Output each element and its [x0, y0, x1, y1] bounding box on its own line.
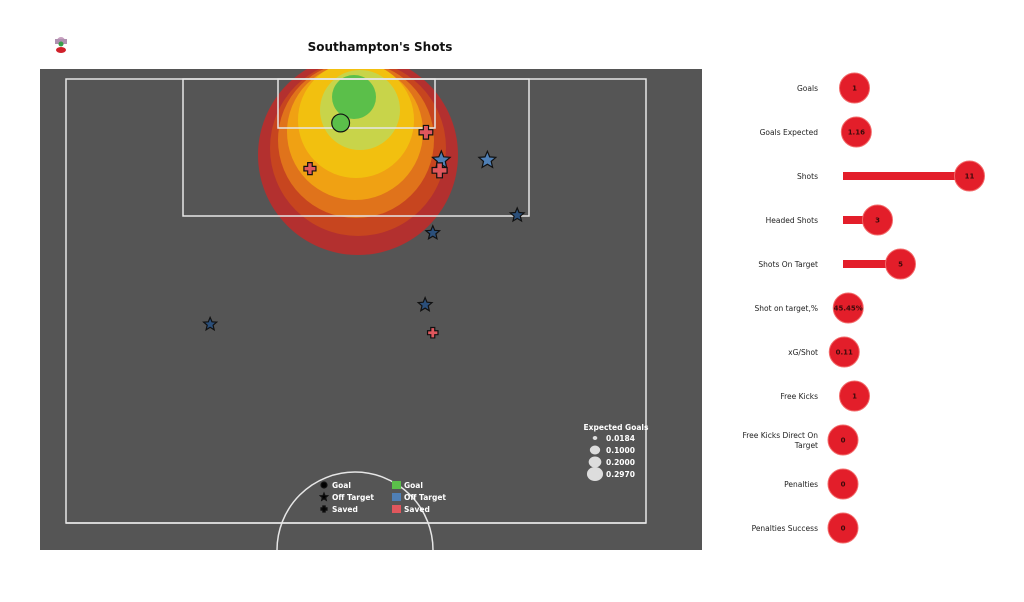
stat-label: Headed Shots [766, 216, 818, 225]
size-legend-label: 0.2970 [606, 470, 635, 479]
stat-value: 11 [965, 173, 975, 181]
shape-legend-label: Off Target [332, 493, 374, 502]
shot-saved [303, 162, 317, 176]
color-legend-label: Goal [404, 481, 423, 490]
stat-value-circle [828, 336, 860, 368]
size-legend-marker [588, 456, 602, 468]
legend-circle-icon [320, 481, 328, 489]
stat-label: Free Kicks [780, 392, 818, 401]
centre-circle [276, 471, 434, 551]
stat-value-circle [832, 292, 864, 324]
stat-label: Penalties Success [752, 524, 819, 533]
stat-row: Penalties Success 0 [752, 512, 859, 544]
shot-off-target [477, 149, 498, 169]
size-legend-title: Expected Goals [584, 423, 649, 432]
stat-row: Goals 1 [797, 72, 870, 104]
color-legend-label: Saved [404, 505, 430, 514]
stat-value-circle [840, 116, 872, 148]
color-legend-label: Off Target [404, 493, 446, 502]
chart-title: Southampton's Shots [308, 40, 453, 54]
stat-row: Free Kicks 1 [780, 380, 870, 412]
shot-off-target [424, 224, 442, 241]
shot-saved [431, 162, 448, 179]
stat-row: Shot on target,% 45.45% [755, 292, 864, 324]
six-yard-box [277, 78, 436, 129]
color-legend-swatch [392, 493, 401, 501]
stat-label: Shots On Target [758, 260, 818, 269]
stat-value: 0.11 [836, 349, 853, 357]
shape-legend-label: Saved [332, 505, 358, 514]
stat-row: Shots On Target 5 [758, 248, 916, 280]
stat-label: Target [794, 441, 818, 450]
stat-row: Shots 11 [797, 160, 985, 192]
shot-off-target [202, 315, 219, 332]
stat-value-circle [954, 160, 985, 192]
stat-row: Penalties 0 [784, 468, 859, 500]
stat-value: 45.45% [834, 305, 863, 313]
stat-value-circle [862, 204, 893, 236]
stat-value-circle [885, 248, 916, 280]
stat-row: Goals Expected 1.16 [760, 116, 872, 148]
stat-bar [843, 172, 970, 180]
stat-label: xG/Shot [788, 348, 818, 357]
heat-ring [332, 75, 376, 119]
shape-legend: Goal Off Target Saved [318, 481, 374, 514]
size-legend-marker [589, 445, 601, 455]
stat-value-circle [827, 468, 859, 500]
stat-label: Goals Expected [760, 128, 819, 137]
stat-label: Goals [797, 84, 818, 93]
shot-saved [426, 326, 439, 339]
shape-legend-label: Goal [332, 481, 351, 490]
club-logo [55, 37, 67, 53]
stat-value-circle [827, 424, 859, 456]
shot-goal [331, 113, 351, 133]
color-legend-swatch [392, 481, 401, 489]
xg-heat-rings [258, 69, 458, 255]
stat-value: 0 [841, 525, 846, 533]
stat-label: Free Kicks Direct On [742, 431, 818, 440]
stat-value: 1 [852, 393, 857, 401]
legend-cross-icon [320, 505, 328, 513]
size-legend-label: 0.2000 [606, 458, 635, 467]
stat-label: Penalties [784, 480, 818, 489]
shot-off-target [508, 206, 526, 223]
stat-label: Shots [797, 172, 818, 181]
shot-markers [202, 113, 526, 339]
stat-value: 0 [841, 481, 846, 489]
size-legend-marker [586, 467, 604, 481]
stat-value: 1 [852, 85, 857, 93]
size-legend-label: 0.1000 [606, 446, 635, 455]
shot-saved [418, 124, 434, 140]
stats-panel: Goals 1 Goals Expected 1.16 Shots 11 Headed Sh… [742, 72, 985, 544]
stat-row: Headed Shots 3 [766, 204, 893, 236]
size-legend: Expected Goals 0.0184 0.1000 0.2000 0.2970 [584, 423, 649, 481]
shot-off-target [416, 296, 434, 312]
stat-value-circle [839, 380, 870, 412]
color-legend: Goal Off Target Saved [392, 481, 446, 514]
size-legend-marker [592, 436, 598, 440]
stat-value-circle [827, 512, 859, 544]
legend-star-icon [318, 491, 330, 502]
stat-value-circle [839, 72, 870, 104]
size-legend-label: 0.0184 [606, 434, 635, 443]
stat-value: 5 [898, 261, 903, 269]
stat-bar [843, 216, 878, 224]
pitch-lines [65, 78, 647, 551]
stat-bar [843, 260, 901, 268]
stat-row: xG/Shot 0.11 [788, 336, 860, 368]
color-legend-swatch [392, 505, 401, 513]
stat-value: 3 [875, 217, 880, 225]
stat-value: 1.16 [848, 129, 865, 137]
stat-label: Shot on target,% [755, 304, 818, 313]
stat-value: 0 [841, 437, 846, 445]
